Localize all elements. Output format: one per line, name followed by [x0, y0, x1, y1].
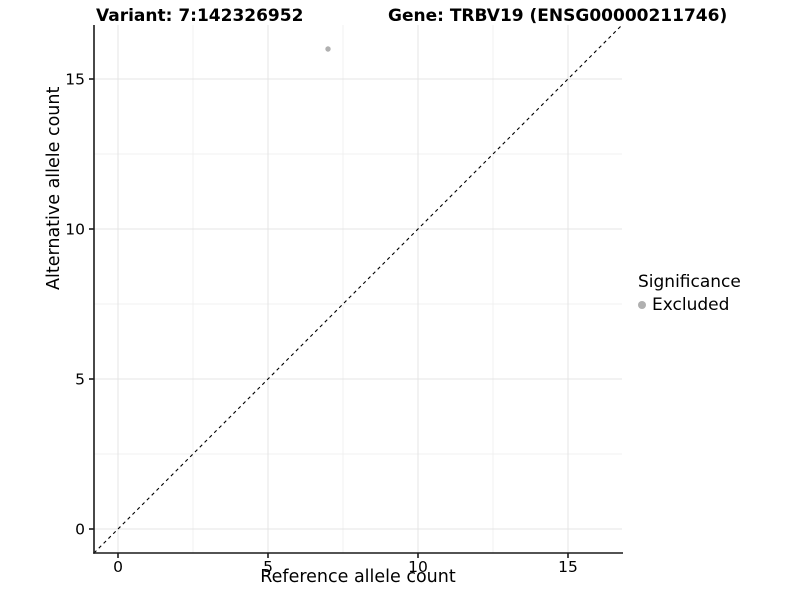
- y-tick-label: 0: [75, 521, 85, 539]
- x-tick-label: 15: [558, 558, 578, 576]
- y-tick-label: 5: [75, 371, 85, 389]
- x-axis-title: Reference allele count: [260, 567, 456, 587]
- legend-title: Significance: [638, 272, 741, 292]
- plot-title-variant: Variant: 7:142326952: [96, 6, 304, 26]
- legend-point-icon: [638, 301, 646, 309]
- plot-title-gene: Gene: TRBV19 (ENSG00000211746): [388, 6, 728, 26]
- x-tick-label: 10: [408, 558, 428, 576]
- y-tick-label: 15: [65, 71, 85, 89]
- y-tick-label: 10: [65, 221, 85, 239]
- legend: Significance Excluded: [638, 272, 741, 315]
- data-point: [325, 46, 331, 52]
- x-tick-label: 0: [113, 558, 123, 576]
- legend-item-excluded: Excluded: [638, 295, 741, 315]
- identity-line: [93, 24, 623, 554]
- x-tick-label: 5: [263, 558, 273, 576]
- legend-item-label: Excluded: [652, 295, 730, 315]
